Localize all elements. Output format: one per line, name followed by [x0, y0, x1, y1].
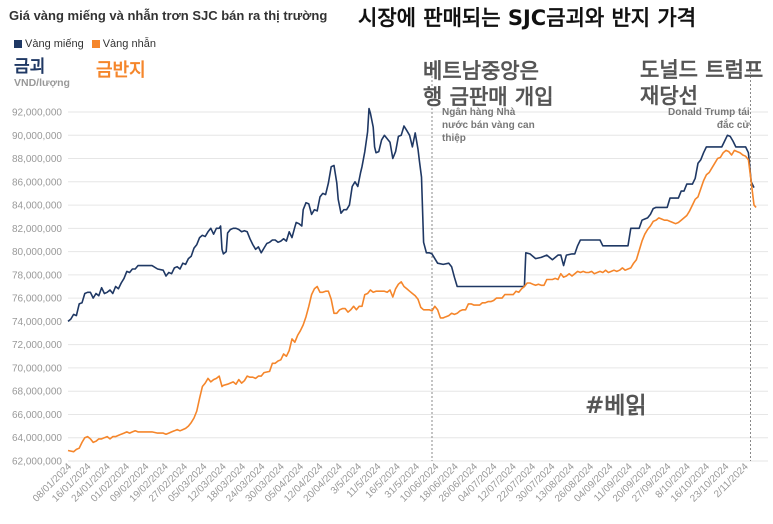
- annotation-trump-line-1: Donald Trump tái: [668, 107, 750, 118]
- y-tick-label: 86,000,000: [12, 177, 62, 188]
- y-tick-label: 90,000,000: [12, 131, 62, 142]
- y-tick-label: 78,000,000: [12, 270, 62, 281]
- annotation-trump-korean: 도널드 트럼프 재당선: [640, 57, 763, 109]
- annotation-trump-line-2: đắc cử: [716, 120, 750, 131]
- y-tick-label: 88,000,000: [12, 154, 62, 165]
- hashtag-watermark: #베읽: [585, 393, 647, 419]
- legend-label-gold-ring: Vàng nhẫn: [102, 38, 156, 50]
- legend-swatch-gold-bar: [14, 40, 22, 48]
- legend-label-gold-bar: Vàng miếng: [25, 38, 84, 50]
- legend-item-gold-bar[interactable]: Vàng miếng: [14, 38, 84, 50]
- chart-title-korean: 시장에 판매되는 SJC금괴와 반지 가격: [358, 6, 697, 30]
- y-tick-label: 72,000,000: [12, 340, 62, 351]
- annotation-sbv-line-3: thiệp: [442, 133, 466, 144]
- y-tick-label: 84,000,000: [12, 201, 62, 212]
- annotation-sbv-korean: 베트남중앙은 행 금판매 개입: [423, 58, 554, 110]
- y-tick-label: 74,000,000: [12, 317, 62, 328]
- y-tick-label: 80,000,000: [12, 247, 62, 258]
- legend-item-gold-ring[interactable]: Vàng nhẫn: [91, 38, 156, 50]
- y-tick-label: 66,000,000: [12, 410, 62, 421]
- annotation-sbv-korean-line-2: 행 금판매 개입: [423, 85, 554, 109]
- legend-korean-gold-bar: 금괴: [14, 57, 46, 77]
- y-tick-label: 70,000,000: [12, 363, 62, 374]
- y-tick-label: 82,000,000: [12, 224, 62, 235]
- y-tick-label: 76,000,000: [12, 294, 62, 305]
- y-tick-label: 92,000,000: [12, 108, 62, 119]
- annotation-trump-korean-line-1: 도널드 트럼프: [640, 58, 764, 82]
- annotation-trump: Donald Trump tái đắc cử: [668, 106, 750, 132]
- annotation-trump-korean-line-2: 재당선: [640, 84, 698, 108]
- chart-title: Giá vàng miếng và nhẫn trơn SJC bán ra t…: [9, 8, 328, 23]
- annotation-sbv-line-2: nước bán vàng can: [442, 120, 535, 131]
- y-axis-unit: VND/lượng: [14, 77, 70, 89]
- legend-swatch-gold-ring: [91, 40, 100, 48]
- annotation-sbv-line-1: Ngân hàng Nhà: [442, 107, 516, 118]
- annotation-sbv: Ngân hàng Nhà nước bán vàng can thiệp: [442, 106, 535, 145]
- y-tick-label: 64,000,000: [12, 433, 62, 444]
- annotation-sbv-korean-line-1: 베트남중앙은: [423, 59, 539, 83]
- y-tick-label: 62,000,000: [12, 457, 62, 468]
- series-line-gold-ring: [67, 149, 757, 453]
- legend: Vàng miếng Vàng nhẫn: [14, 38, 156, 50]
- y-tick-label: 68,000,000: [12, 387, 62, 398]
- legend-korean-gold-ring: 금반지: [96, 60, 146, 81]
- series-line-gold-bar: [67, 107, 755, 323]
